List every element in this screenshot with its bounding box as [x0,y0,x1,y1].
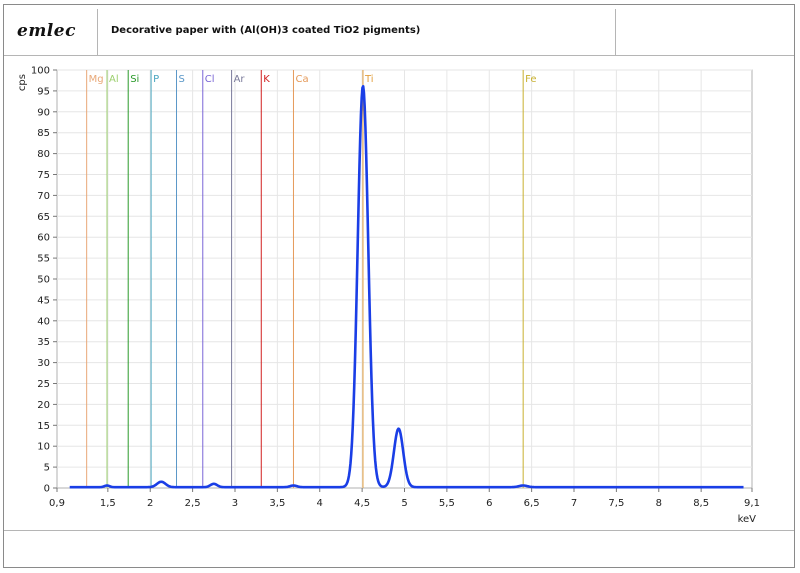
y-tick-label: 100 [31,66,50,77]
y-tick-label: 55 [37,254,50,265]
y-tick-label: 60 [37,233,50,244]
y-tick-label: 5 [44,463,50,474]
x-tick-label: 3,5 [269,498,285,509]
element-marker-label: K [263,74,270,85]
y-tick-label: 30 [37,358,50,369]
x-axis-label: keV [738,514,757,525]
x-tick-label: 4,5 [354,498,370,509]
element-marker-label: Ti [364,74,374,85]
x-tick-label: 7 [571,498,577,509]
y-tick-label: 80 [37,149,50,160]
element-marker-label: Si [130,74,139,85]
y-tick-label: 70 [37,191,50,202]
y-tick-label: 40 [37,316,50,327]
x-tick-label: 9,1 [744,498,760,509]
y-tick-label: 0 [44,484,50,495]
element-marker-label: Cl [205,74,215,85]
element-marker-label: P [153,74,159,85]
report-header: emlec Decorative paper with (Al(OH)3 coa… [4,5,794,56]
y-tick-label: 75 [37,170,50,181]
y-tick-label: 85 [37,128,50,139]
y-tick-label: 25 [37,379,50,390]
x-tick-label: 6,5 [524,498,540,509]
element-marker-label: S [179,74,185,85]
y-tick-label: 95 [37,86,50,97]
y-tick-label: 65 [37,212,50,223]
element-marker-label: Ar [234,74,246,85]
footer-divider [4,530,794,531]
company-logo: emlec [17,21,76,41]
y-tick-label: 10 [37,442,50,453]
y-tick-label: 90 [37,107,50,118]
y-axis-label: cps [17,74,28,91]
x-tick-label: 5,5 [439,498,455,509]
x-tick-label: 1,5 [100,498,116,509]
spectrum-series-line [69,84,745,489]
x-tick-label: 6 [486,498,492,509]
x-tick-label: 7,5 [608,498,624,509]
y-tick-label: 50 [37,275,50,286]
chart-title: Decorative paper with (Al(OH)3 coated Ti… [111,25,421,36]
y-tick-label: 15 [37,421,50,432]
header-divider [615,9,616,55]
y-tick-label: 35 [37,337,50,348]
element-marker-label: Fe [525,74,536,85]
x-tick-label: 2,5 [185,498,201,509]
x-tick-label: 8 [656,498,662,509]
x-tick-label: 0,9 [49,498,65,509]
element-marker-label: Al [109,74,119,85]
x-tick-label: 5 [401,498,407,509]
y-tick-label: 45 [37,295,50,306]
element-marker-label: Mg [89,74,104,85]
x-tick-label: 4 [317,498,323,509]
y-tick-label: 20 [37,400,50,411]
x-tick-label: 8,5 [693,498,709,509]
element-marker-label: Ca [295,74,308,85]
x-tick-label: 3 [232,498,238,509]
x-tick-label: 2 [147,498,153,509]
header-divider [97,9,98,55]
